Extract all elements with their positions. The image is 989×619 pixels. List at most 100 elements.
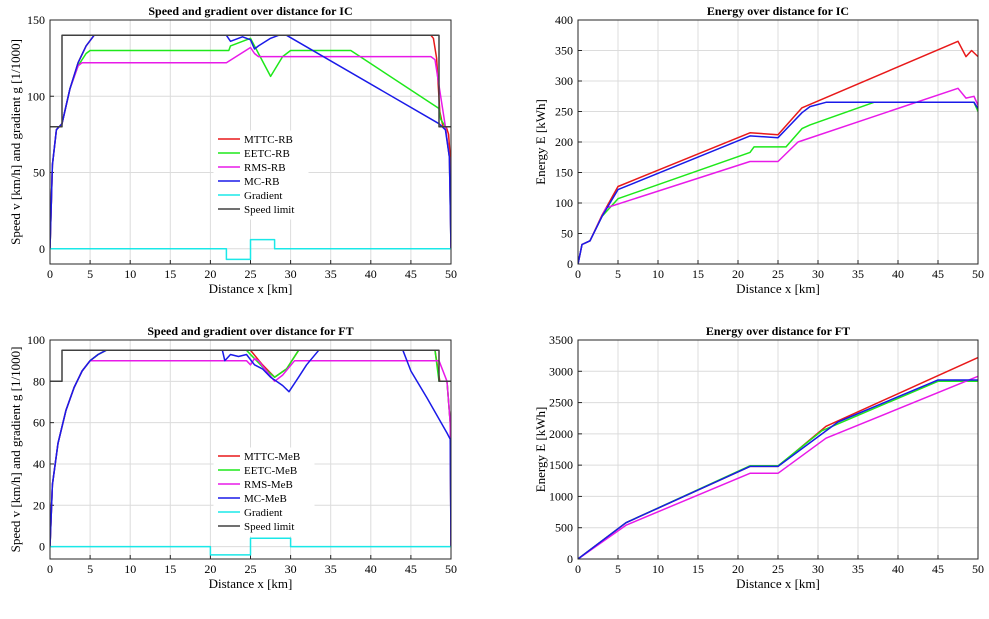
x-tick-label: 45 — [932, 562, 944, 576]
legend-entry: MC-RB — [244, 176, 279, 188]
series-line-mc-rb — [578, 101, 978, 264]
legend: MTTC-MeB EETC-MeB RMS-MeB MC-MeB Gradient Spe… — [213, 447, 315, 537]
y-tick-label: 1000 — [549, 489, 573, 503]
x-axis-label: Distance x [km] — [736, 576, 820, 591]
x-tick-label: 35 — [852, 562, 864, 576]
x-tick-label: 5 — [615, 267, 621, 281]
x-tick-label: 10 — [652, 267, 664, 281]
series-line-gradient — [50, 238, 451, 261]
chart-title: Speed and gradient over distance for FT — [147, 324, 353, 338]
x-tick-label: 35 — [325, 562, 337, 576]
x-tick-label: 45 — [405, 562, 417, 576]
x-tick-label: 45 — [932, 267, 944, 281]
x-tick-label: 20 — [732, 562, 744, 576]
y-tick-label: 400 — [555, 13, 573, 27]
y-tick-label: 2000 — [549, 427, 573, 441]
legend-entry: Gradient — [244, 507, 282, 519]
x-tick-label: 30 — [812, 562, 824, 576]
x-tick-label: 20 — [204, 267, 216, 281]
ic-speed-chart: 0 5 10 15 20 25 30 35 40 45 50 0 50 100 150 Speed and g… — [8, 4, 457, 296]
series-line-mc-rb — [50, 34, 451, 249]
x-tick-label: 10 — [124, 562, 136, 576]
legend-entry: EETC-MeB — [244, 465, 297, 477]
x-tick-label: 15 — [692, 267, 704, 281]
x-tick-label: 45 — [405, 267, 417, 281]
axes-frame — [577, 19, 979, 265]
x-tick-label: 5 — [615, 562, 621, 576]
y-tick-label: 3000 — [549, 364, 573, 378]
y-tick-label: 50 — [33, 166, 45, 180]
series-line-mc-meb — [50, 349, 451, 547]
y-axis-label: Energy E [kWh] — [533, 99, 548, 185]
series-line-mc-meb — [578, 379, 978, 559]
x-tick-label: 35 — [852, 267, 864, 281]
series-group — [50, 34, 451, 261]
x-tick-label: 15 — [692, 562, 704, 576]
y-tick-label: 20 — [33, 498, 45, 512]
x-axis-label: Distance x [km] — [736, 281, 820, 296]
chart-title: Energy over distance for FT — [706, 324, 850, 338]
y-tick-label: 3500 — [549, 333, 573, 347]
x-tick-label: 15 — [164, 562, 176, 576]
legend-entry: MTTC-MeB — [244, 451, 300, 463]
y-tick-label: 500 — [555, 521, 573, 535]
series-line-speed-limit — [50, 349, 451, 383]
x-tick-label: 30 — [285, 267, 297, 281]
y-tick-label: 50 — [561, 227, 573, 241]
ft-speed-chart: 0 5 10 15 20 25 30 35 40 45 50 0 20 40 60 80 100 Speed an… — [8, 324, 457, 591]
legend-entry: Gradient — [244, 190, 282, 202]
x-tick-label: 30 — [812, 267, 824, 281]
y-tick-label: 100 — [27, 333, 45, 347]
x-tick-label: 40 — [892, 267, 904, 281]
y-tick-label: 80 — [33, 374, 45, 388]
x-tick-label: 25 — [772, 562, 784, 576]
series-line-speed-limit — [50, 34, 451, 128]
legend: MTTC-RB EETC-RB RMS-RB MC-RB Gradient Speed l… — [213, 130, 309, 220]
x-tick-label: 20 — [732, 267, 744, 281]
y-tick-label: 40 — [33, 457, 45, 471]
x-axis-label: Distance x [km] — [209, 576, 293, 591]
x-tick-label: 5 — [87, 562, 93, 576]
legend-entry: RMS-RB — [244, 162, 286, 174]
series-group — [578, 40, 978, 264]
y-tick-label: 150 — [555, 166, 573, 180]
y-tick-label: 2500 — [549, 396, 573, 410]
legend-entry: EETC-RB — [244, 148, 290, 160]
x-tick-label: 10 — [124, 267, 136, 281]
x-tick-label: 50 — [972, 562, 984, 576]
legend-entry: Speed limit — [244, 204, 294, 216]
y-tick-label: 60 — [33, 416, 45, 430]
axes-frame — [577, 339, 979, 560]
y-tick-label: 100 — [555, 196, 573, 210]
legend-box — [213, 130, 309, 220]
legend-entry: RMS-MeB — [244, 479, 293, 491]
x-tick-label: 0 — [47, 267, 53, 281]
x-tick-label: 0 — [47, 562, 53, 576]
x-tick-label: 40 — [365, 562, 377, 576]
chart-title: Energy over distance for IC — [707, 4, 849, 18]
y-tick-label: 1500 — [549, 458, 573, 472]
y-tick-label: 100 — [27, 89, 45, 103]
x-tick-label: 0 — [575, 267, 581, 281]
legend-entry: Speed limit — [244, 521, 294, 533]
x-tick-label: 15 — [164, 267, 176, 281]
series-group — [578, 356, 978, 559]
y-tick-label: 0 — [567, 257, 573, 271]
x-tick-label: 30 — [285, 562, 297, 576]
ic-energy-chart: 0 5 10 15 20 25 30 35 40 45 50 0 50 100 150 200 250 300 35… — [533, 4, 984, 296]
x-axis-label: Distance x [km] — [209, 281, 293, 296]
y-axis-label: Speed v [km/h] and gradient g [1/1000] — [8, 347, 23, 553]
y-tick-label: 200 — [555, 135, 573, 149]
x-tick-label: 10 — [652, 562, 664, 576]
x-tick-label: 0 — [575, 562, 581, 576]
legend-entry: MC-MeB — [244, 493, 287, 505]
series-group — [50, 349, 451, 556]
x-tick-label: 20 — [204, 562, 216, 576]
x-tick-label: 40 — [892, 562, 904, 576]
chart-title: Speed and gradient over distance for IC — [148, 4, 352, 18]
y-tick-label: 0 — [39, 242, 45, 256]
x-tick-label: 35 — [325, 267, 337, 281]
ft-energy-chart: 0 5 10 15 20 25 30 35 40 45 5005001000150020002500… — [533, 324, 984, 591]
x-tick-label: 50 — [972, 267, 984, 281]
